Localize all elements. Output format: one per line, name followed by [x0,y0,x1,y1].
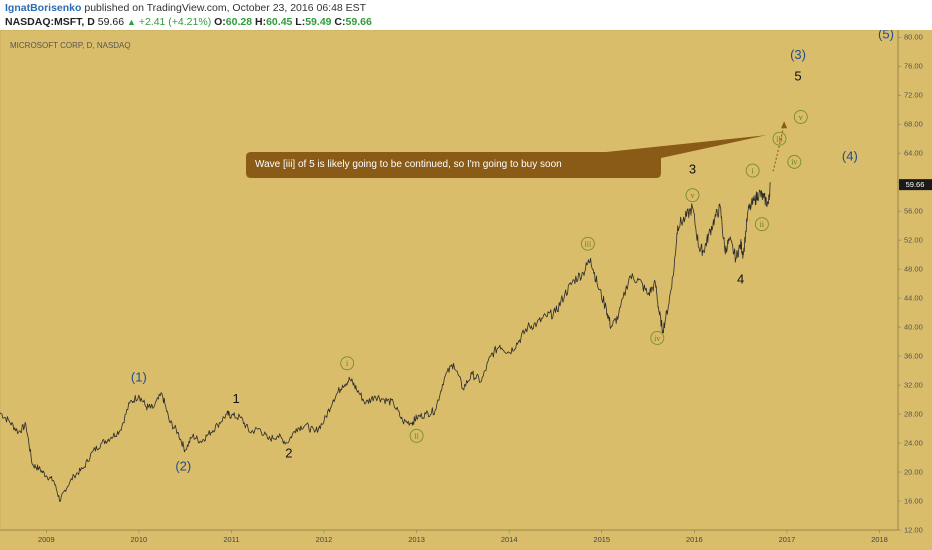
wave-circle-text: iv [654,334,660,343]
open-label: O: [214,16,226,28]
y-tick-label: 52.00 [904,236,923,245]
wave-label: (1) [131,369,147,384]
wave-circle-text: ii [414,432,419,441]
circle-wave-label: i [340,356,355,371]
open-value: 60.28 [225,16,253,28]
wave-circle-text: iv [791,158,797,167]
wave-circle [580,236,595,251]
circle-wave-label: v [793,110,808,124]
x-tick-label: 2015 [593,535,610,544]
wave-circle [793,110,808,124]
callout-bubble: Wave [iii] of 5 is likely going to be co… [246,135,767,178]
y-tick-label: 68.00 [904,120,923,129]
close-label: C: [334,16,346,28]
publish-line: IgnatBorisenko published on TradingView.… [5,2,366,14]
circle-wave-label: v [685,188,700,203]
y-tick-label: 44.00 [904,294,923,303]
y-tick-label: 16.00 [904,497,923,506]
wave-circle [787,154,802,169]
callout-text: Wave [iii] of 5 is likely going to be co… [255,159,562,170]
wave-circle-text: ii [760,220,765,229]
y-tick-label: 72.00 [904,91,923,100]
x-tick-label: 2010 [131,535,148,544]
wave-label: (2) [175,459,191,474]
price-label-badge: 59.66 [899,179,932,191]
price-chart[interactable]: MICROSOFT CORP, D, NASDAQ 12.00 16.00 20.0… [0,30,932,550]
plot-area [0,30,899,531]
y-tick-label: 40.00 [904,323,923,332]
publish-info: published on TradingView.com, October 23… [81,2,367,14]
wave-circle [650,331,665,345]
close-value: 59.66 [345,16,372,28]
wave-label: 4 [737,272,744,287]
wave-label: (5) [878,30,894,42]
chart-header: IgnatBorisenko published on TradingView.… [0,0,932,30]
wave-circle-text: iii [585,240,592,249]
circle-wave-label: i [745,163,760,178]
wave-label: 2 [285,446,292,461]
wave-label: 5 [794,69,801,84]
circle-wave-label: iii [580,236,595,251]
y-tick-label: 64.00 [904,149,923,158]
price-badge-text: 59.66 [906,180,925,189]
author-link[interactable]: IgnatBorisenko [5,2,82,14]
x-tick-label: 2011 [223,535,239,544]
circle-wave-label: ii [754,217,769,232]
x-tick-label: 2012 [316,535,333,544]
wave-circle-text: v [690,191,694,200]
projection-arrow-icon [781,121,788,129]
last-price: 59.66 [97,16,125,28]
price-change: +2.41 (+4.21%) [138,16,212,28]
chart-title: MICROSOFT CORP, D, NASDAQ [10,41,131,50]
x-tick-label: 2014 [501,535,518,544]
y-tick-label: 80.00 [904,33,923,42]
y-tick-label: 28.00 [904,410,923,419]
x-tick-label: 2017 [779,535,796,544]
ohlc-line: NASDAQ:MSFT, D 59.66 ▲ +2.41 (+4.21%) O:… [5,16,372,28]
low-label: L: [295,16,306,28]
callout-shape [246,135,767,178]
x-axis-ticks: 2009 2010 2011 2012 2013 2014 2015 2016 2017 2018 [38,530,888,544]
y-tick-label: 20.00 [904,468,923,477]
wave-circle [772,131,787,146]
y-tick-label: 48.00 [904,265,923,274]
circle-wave-label: ii [409,428,424,443]
y-axis-ticks: 12.00 16.00 20.00 24.00 28.00 32.00 36.00 40.00… [898,33,923,535]
y-tick-label: 56.00 [904,207,923,216]
high-label: H: [255,16,267,28]
x-tick-label: 2013 [408,535,425,544]
symbol-label: NASDAQ:MSFT, D [5,16,95,28]
y-tick-label: 36.00 [904,352,923,361]
wave-circle [340,356,355,371]
wave-label: 1 [232,391,239,406]
price-series-line [0,182,771,502]
low-value: 59.49 [305,16,332,28]
y-tick-label: 24.00 [904,439,923,448]
y-tick-label: 76.00 [904,62,923,71]
circle-wave-label: iii [772,131,787,146]
circle-wave-label: iv [650,331,665,345]
y-tick-label: 32.00 [904,381,923,390]
price-badge-bg [899,179,932,191]
wave-labels: (1) (2) 1 2 3 4 5 (3) (4) (5) [131,30,894,474]
wave-circle [685,188,700,203]
high-value: 60.45 [266,16,293,28]
wave-label: (3) [790,47,806,62]
wave-label: (4) [842,148,858,163]
wave-circle [409,428,424,443]
x-tick-label: 2018 [871,535,888,544]
wave-circle-text: i [346,359,349,368]
x-tick-label: 2009 [38,535,55,544]
y-tick-label: 12.00 [904,526,923,535]
wave-circle-text: i [752,166,755,175]
wave-circle [745,163,760,178]
circle-wave-label: iv [787,154,802,169]
wave-circle-text: iii [776,134,783,143]
wave-label: 3 [689,161,696,176]
up-arrow-icon: ▲ [126,17,136,27]
wave-circle [754,217,769,232]
wave-circle-text: v [799,113,803,122]
x-tick-label: 2016 [686,535,703,544]
